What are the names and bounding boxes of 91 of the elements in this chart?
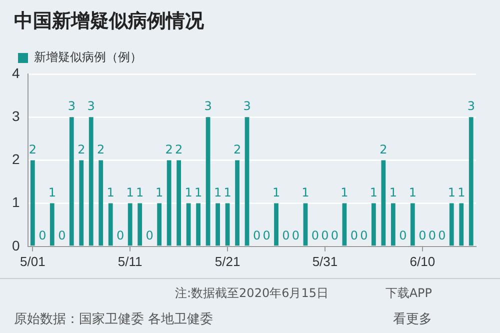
data-label: 0 (438, 228, 446, 243)
data-label: 2 (28, 142, 36, 156)
data-label: 0 (330, 228, 339, 243)
x-tick-label: 5/21 (214, 254, 240, 269)
y-tick-label: 4 (12, 64, 20, 81)
bar (196, 203, 200, 246)
bar (157, 203, 162, 246)
x-tick-label: 5/31 (312, 254, 338, 269)
data-label: 0 (146, 228, 154, 243)
bar (468, 117, 474, 246)
data-label: 1 (370, 185, 378, 200)
bar (274, 203, 278, 246)
bar (176, 160, 182, 246)
data-label: 1 (214, 185, 222, 200)
text: 下载APP (385, 285, 432, 302)
data-label: 0 (282, 228, 290, 243)
bar (206, 117, 210, 246)
y-tick-label: 1 (12, 194, 20, 210)
bar (30, 160, 35, 246)
text: 原始数据：国家卫健委 各地卫健委 (14, 311, 214, 328)
data-label: 0 (58, 228, 66, 243)
chart-title: 中国新增疑似病例情况 (14, 9, 204, 34)
data-label: 1 (408, 185, 416, 200)
bar (225, 203, 230, 246)
data-label: 1 (389, 185, 397, 200)
bar (98, 160, 104, 246)
bar (372, 203, 376, 246)
data-label: 0 (428, 228, 436, 243)
bar (235, 160, 240, 246)
data-label: 2 (174, 142, 183, 156)
bar (449, 203, 454, 246)
bar (303, 203, 308, 246)
data-label: 0 (360, 228, 368, 243)
data-label: 1 (184, 185, 192, 200)
data-label: 2 (233, 142, 242, 156)
data-label: 0 (321, 228, 329, 243)
data-label: 1 (224, 185, 232, 200)
data-label: 3 (204, 99, 212, 114)
data-label: 2 (380, 142, 388, 156)
bar (79, 160, 84, 246)
x-tick-label: 5/01 (20, 254, 46, 269)
bar (390, 203, 396, 246)
y-tick-label: 2 (12, 151, 20, 168)
bar (138, 203, 142, 246)
data-label: 0 (350, 228, 358, 243)
bar (216, 203, 220, 246)
data-label: 1 (48, 185, 56, 200)
bar (381, 160, 386, 246)
data-label: 1 (156, 185, 164, 200)
bar (88, 117, 94, 246)
data-label: 3 (87, 99, 95, 114)
data-label: 2 (78, 142, 86, 156)
bar (410, 203, 415, 246)
legend-label: 新增疑似病例（例） (34, 50, 142, 64)
data-label: 2 (97, 142, 105, 156)
data-label: 1 (272, 185, 280, 200)
data-label: 0 (252, 228, 261, 243)
text: 注:数据截至2020年6月15日 (175, 285, 328, 302)
data-label: 0 (262, 228, 270, 243)
data-label: 1 (106, 185, 114, 200)
data-label: 0 (418, 228, 426, 243)
data-label: 3 (68, 99, 76, 114)
data-label: 1 (136, 185, 144, 200)
bar (69, 117, 74, 246)
bar (459, 203, 464, 246)
bar (342, 203, 347, 246)
bar (186, 203, 191, 246)
data-label: 3 (467, 99, 475, 114)
bar (128, 203, 132, 246)
data-label: 1 (302, 185, 310, 200)
data-label: 3 (243, 99, 251, 114)
data-label: 2 (165, 142, 173, 156)
bar (166, 160, 172, 246)
data-label: 0 (116, 228, 124, 243)
text: 看更多 (393, 311, 432, 328)
data-label: 1 (448, 185, 456, 200)
y-tick-label: 3 (12, 108, 20, 124)
bar (108, 203, 113, 246)
data-label: 0 (399, 228, 407, 243)
x-tick-label: 6/10 (410, 254, 436, 269)
data-label: 0 (292, 228, 300, 243)
data-label: 1 (194, 185, 202, 200)
data-label: 0 (38, 228, 46, 243)
y-tick-label: 0 (12, 237, 20, 254)
data-label: 1 (126, 185, 134, 200)
data-label: 0 (311, 228, 320, 243)
x-tick-label: 5/11 (118, 254, 142, 269)
bar (50, 203, 54, 246)
data-label: 1 (458, 185, 466, 200)
data-label: 1 (340, 185, 348, 200)
bar (244, 117, 250, 246)
